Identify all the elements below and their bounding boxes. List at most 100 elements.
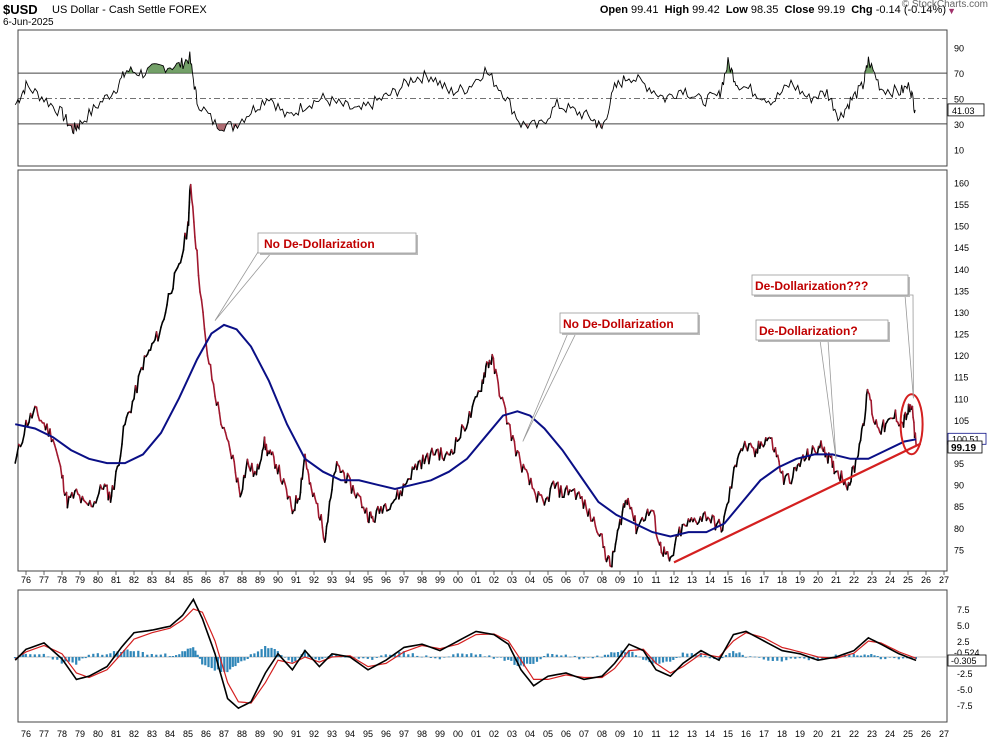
x-tick-label: 25 [903,729,913,739]
rsi-tick-label: 30 [954,120,964,130]
price-segment [653,515,657,535]
price-segment [484,365,487,378]
macd-histogram-bar [56,657,59,660]
histogram-value-box [947,654,987,667]
x-tick-label: 01 [471,729,481,739]
macd-histogram-bar [738,652,741,657]
macd-histogram-bar [699,652,702,657]
price-segment [836,470,840,479]
macd-histogram-bar [243,657,246,661]
x-tick-label: 80 [93,729,103,739]
macd-histogram-bar [223,657,226,672]
macd-histogram-bar [291,657,294,663]
price-segment [285,488,289,500]
rsi-oversold-fill [67,123,74,134]
macd-histogram-bar [303,649,306,657]
price-segment [384,503,388,512]
price-segment [32,405,36,413]
rsi-tick-label: 70 [954,69,964,79]
price-segment [114,470,117,482]
close-value: 99.19 [817,4,846,16]
x-tick-label: 99 [435,575,445,585]
price-segment [191,198,194,208]
price-last-value-box [947,440,983,454]
macd-histogram-bar [573,655,576,657]
macd-histogram-bar [721,657,724,659]
macd-histogram-bar [220,657,223,672]
price-segment [795,464,799,472]
macd-histogram-bar [859,655,863,657]
price-segment [471,400,475,408]
price-segment [119,443,123,457]
x-tick-label: 25 [903,575,913,585]
price-segment [72,490,76,499]
price-segment [157,333,161,342]
price-segment [410,466,414,481]
price-segment [731,466,735,479]
macd-histogram-bar [273,649,276,657]
macd-histogram-bar [280,655,283,657]
x-tick-label: 26 [921,729,931,739]
annotation-box [755,319,889,341]
macd-histogram-bar [210,657,213,669]
open-label: Open [599,4,628,16]
x-tick-label: 04 [525,575,535,585]
price-segment [494,368,498,377]
highlight-circle [899,393,924,456]
x-tick-label: 06 [561,729,571,739]
macd-histogram-bar [164,653,167,657]
x-tick-label: 10 [633,575,643,585]
macd-histogram-bar [24,653,27,657]
rsi-tick-label: 50 [954,95,964,105]
rsi-last-value-box [947,103,985,117]
macd-histogram-bar [168,656,171,657]
price-segment [743,440,747,448]
price-segment [492,357,496,375]
price-segment [325,525,328,535]
price-segment [902,414,906,428]
macd-tick-label: 5.0 [957,621,970,631]
macd-histogram-bar [551,654,554,657]
macd-histogram-bar [762,657,765,660]
price-segment [911,405,914,419]
price-segment [166,292,170,306]
price-segment [89,499,93,508]
x-tick-label: 98 [417,729,427,739]
price-segment [549,483,553,490]
x-tick-label: 11 [651,729,660,739]
price-segment [443,454,447,462]
price-tick-label: 125 [954,330,969,340]
rsi-overbought-fill [865,56,874,74]
macd-histogram-bar [407,654,410,657]
annotation-box [257,232,417,254]
price-segment [459,424,463,439]
price-segment [674,534,678,546]
macd-tick-label: 2.5 [957,637,970,647]
x-tick-label: 85 [183,575,193,585]
symbol-title: $USD [3,2,38,17]
price-segment [298,491,302,501]
macd-histogram-bar [141,652,144,657]
low-value: 98.35 [750,4,779,16]
macd-histogram-bar [264,646,267,657]
macd-histogram-bar [366,657,369,659]
annotation-pointer [522,332,577,442]
price-segment [470,405,474,418]
price-segment [381,505,385,514]
macd-histogram-bar [492,657,495,659]
macd-histogram-bar [613,652,616,657]
macd-histogram-bar [175,655,178,657]
x-tick-label: 02 [489,729,499,739]
macd-histogram-bar [362,657,365,659]
macd-histogram-bar [411,653,414,657]
chg-value: -0.14 (-0.14%) [875,4,946,16]
macd-histogram-bar [543,656,546,657]
price-segment [331,476,335,491]
high-value: 99.42 [692,4,720,16]
macd-histogram-bar [780,657,783,662]
x-tick-label: 04 [525,729,535,739]
macd-histogram-bar [638,656,641,658]
price-segment [770,437,774,451]
price-segment [115,465,119,473]
price-segment [193,221,196,238]
